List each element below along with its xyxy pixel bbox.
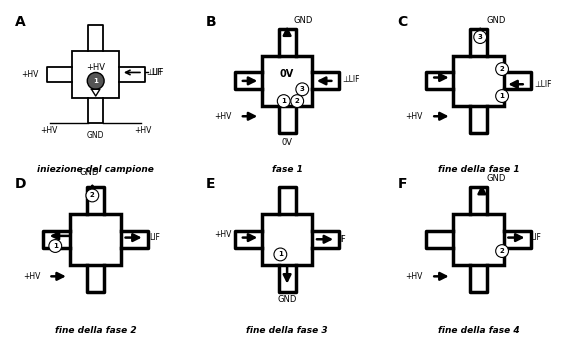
Text: 3: 3 <box>300 86 304 92</box>
Text: ⊥LIF: ⊥LIF <box>534 80 552 89</box>
Text: +HV: +HV <box>405 112 423 121</box>
Text: ⊥LIF: ⊥LIF <box>146 68 164 77</box>
Text: GND: GND <box>487 174 506 183</box>
Bar <box>70 214 121 265</box>
Text: LIF: LIF <box>151 68 162 77</box>
Text: +HV: +HV <box>23 272 40 281</box>
Text: GND: GND <box>294 16 313 25</box>
Circle shape <box>291 95 303 108</box>
Circle shape <box>496 245 509 257</box>
Text: 3: 3 <box>478 34 483 40</box>
Text: C: C <box>398 15 408 29</box>
Circle shape <box>277 95 290 108</box>
Text: LIF: LIF <box>150 233 161 242</box>
Text: LIF: LIF <box>531 233 542 242</box>
Circle shape <box>496 90 509 102</box>
Text: 1: 1 <box>93 78 98 84</box>
Text: B: B <box>206 15 217 29</box>
Text: +HV: +HV <box>86 63 105 72</box>
Text: 1: 1 <box>53 243 57 249</box>
Text: fine della fase 3: fine della fase 3 <box>246 326 328 335</box>
Bar <box>453 214 504 265</box>
Circle shape <box>49 240 61 252</box>
Text: D: D <box>15 177 26 191</box>
Text: fine della fase 1: fine della fase 1 <box>438 164 519 174</box>
Circle shape <box>87 72 104 89</box>
Circle shape <box>274 248 287 261</box>
Text: 1: 1 <box>499 93 505 99</box>
Text: 2: 2 <box>295 98 300 104</box>
Text: fine della fase 4: fine della fase 4 <box>438 326 519 335</box>
Text: 0V: 0V <box>280 69 294 79</box>
Text: 2: 2 <box>90 192 95 198</box>
Text: IF: IF <box>339 235 346 244</box>
Circle shape <box>474 31 487 43</box>
Circle shape <box>86 189 99 202</box>
Bar <box>262 56 313 106</box>
Text: F: F <box>398 177 407 191</box>
Circle shape <box>296 83 309 96</box>
Text: iniezione del campione: iniezione del campione <box>37 164 154 174</box>
Bar <box>72 51 119 98</box>
Circle shape <box>496 63 509 75</box>
Bar <box>262 214 313 265</box>
Text: +HV: +HV <box>21 70 38 79</box>
Text: 2: 2 <box>500 248 505 254</box>
Text: +HV: +HV <box>134 126 151 135</box>
Text: GND: GND <box>277 295 297 304</box>
Text: A: A <box>15 15 26 29</box>
Bar <box>453 56 504 106</box>
Text: +HV: +HV <box>405 272 423 281</box>
Text: +HV: +HV <box>214 230 231 239</box>
Text: ⊥LIF: ⊥LIF <box>343 75 360 84</box>
Text: GND: GND <box>87 131 104 141</box>
Text: E: E <box>206 177 216 191</box>
Text: 1: 1 <box>281 98 286 104</box>
Text: fase 1: fase 1 <box>271 164 303 174</box>
Text: fine della fase 2: fine della fase 2 <box>55 326 136 335</box>
Text: GND: GND <box>79 168 99 177</box>
Text: +HV: +HV <box>214 112 231 121</box>
Text: GND: GND <box>487 16 506 25</box>
Text: +HV: +HV <box>40 126 57 135</box>
Text: 0V: 0V <box>282 138 292 147</box>
Text: 2: 2 <box>500 66 505 72</box>
Text: 1: 1 <box>278 251 283 257</box>
